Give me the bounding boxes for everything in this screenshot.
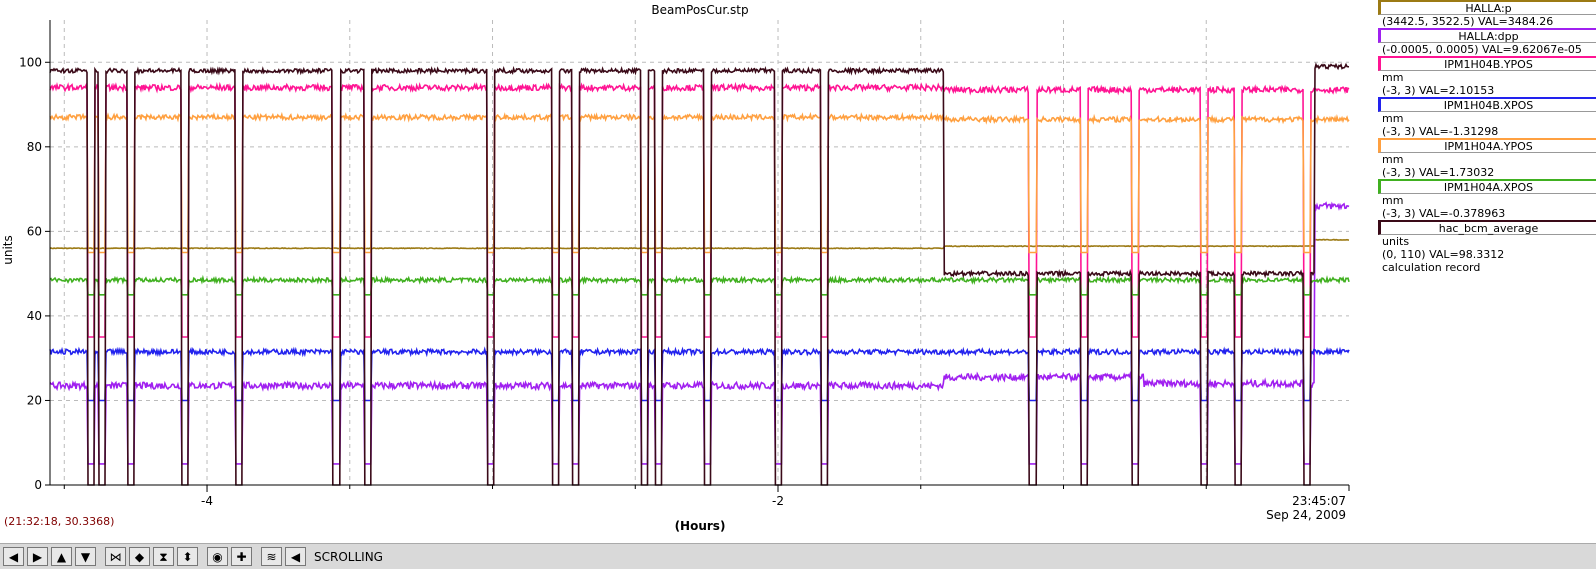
legend-detail: calculation record	[1382, 261, 1481, 274]
axes: 0 20 40 60 80 100 -4 -2	[19, 20, 1350, 508]
legend-detail: (-3, 3) VAL=1.73032	[1382, 166, 1495, 179]
legend-detail: (-0.0005, 0.0005) VAL=9.62067e-05	[1382, 43, 1582, 56]
legend-detail: mm	[1382, 153, 1404, 166]
legend-entry-ipm1h04b-xpos[interactable]: IPM1H04B.XPOS	[1378, 97, 1596, 112]
zoom-out-x-icon: ◆	[134, 549, 145, 564]
x-axis-label: (Hours)	[675, 519, 726, 533]
cursor-readout: (21:32:18, 30.3368)	[4, 515, 115, 528]
legend-entry-hac-bcm-average[interactable]: hac_bcm_average	[1378, 220, 1596, 235]
x-tick-label: -4	[201, 494, 213, 508]
back-button[interactable]: ◀	[285, 547, 306, 566]
legend-detail: units	[1382, 235, 1410, 248]
mode-label: SCROLLING	[314, 549, 383, 564]
legend: HALLA:p (3442.5, 3522.5) VAL=3484.26 HALLA…	[1378, 0, 1596, 274]
series-line-hac-bcm-average	[49, 62, 1350, 486]
arrow-down-icon: ▼	[80, 549, 91, 564]
circle-icon: ◉	[212, 549, 223, 564]
plus-icon: ✚	[236, 549, 247, 564]
zoom-out-y-button[interactable]: ⬍	[177, 547, 198, 566]
legend-entry-halla-p[interactable]: HALLA:p	[1378, 0, 1596, 15]
legend-detail: (3442.5, 3522.5) VAL=3484.26	[1382, 15, 1554, 28]
pan-right-button[interactable]: ▶	[27, 547, 48, 566]
zoom-in-y-icon: ⧗	[159, 549, 168, 564]
config-icon: ≋	[266, 549, 277, 564]
legend-detail: (0, 110) VAL=98.3312	[1382, 248, 1505, 261]
arrow-up-icon: ▲	[56, 549, 67, 564]
series-line-halla-p	[49, 238, 1350, 250]
pan-down-button[interactable]: ▼	[75, 547, 96, 566]
series-line-ipm1h04b-xpos	[49, 346, 1350, 402]
y-tick-label: 20	[27, 393, 42, 407]
legend-detail: mm	[1382, 112, 1404, 125]
legend-entry-ipm1h04b-ypos[interactable]: IPM1H04B.YPOS	[1378, 56, 1596, 71]
back-icon: ◀	[290, 549, 301, 564]
y-tick-label: 0	[34, 478, 42, 492]
zoom-in-x-icon: ⋈	[109, 549, 122, 564]
arrow-left-icon: ◀	[8, 549, 19, 564]
y-axis-label: units	[1, 235, 15, 265]
y-tick-label: 60	[27, 224, 42, 238]
strip-chart[interactable]: BeamPosCur.stp 0 20 40 60 80 100 -4 -2 units (H…	[0, 0, 1378, 540]
pan-left-button[interactable]: ◀	[3, 547, 24, 566]
series-line-halla-dpp	[49, 201, 1350, 465]
zoom-in-y-button[interactable]: ⧗	[153, 547, 174, 566]
arrow-right-icon: ▶	[32, 549, 43, 564]
end-time-label: 23:45:07	[1292, 494, 1346, 508]
series-line-ipm1h04a-ypos	[49, 111, 1350, 254]
add-button[interactable]: ✚	[231, 547, 252, 566]
legend-detail: (-3, 3) VAL=-0.378963	[1382, 207, 1506, 220]
series-group	[49, 62, 1350, 486]
legend-detail: mm	[1382, 71, 1404, 84]
series-line-ipm1h04a-xpos	[49, 274, 1350, 296]
legend-detail: (-3, 3) VAL=2.10153	[1382, 84, 1495, 97]
reset-button[interactable]: ◉	[207, 547, 228, 566]
legend-entry-halla-dpp[interactable]: HALLA:dpp	[1378, 28, 1596, 43]
legend-entry-ipm1h04a-ypos[interactable]: IPM1H04A.YPOS	[1378, 138, 1596, 153]
config-button[interactable]: ≋	[261, 547, 282, 566]
y-tick-label: 40	[27, 309, 42, 323]
zoom-out-x-button[interactable]: ◆	[129, 547, 150, 566]
y-tick-label: 80	[27, 140, 42, 154]
x-tick-label: -2	[772, 494, 784, 508]
legend-entry-ipm1h04a-xpos[interactable]: IPM1H04A.XPOS	[1378, 179, 1596, 194]
series-line-ipm1h04b-ypos	[49, 81, 1350, 338]
pan-up-button[interactable]: ▲	[51, 547, 72, 566]
legend-detail: mm	[1382, 194, 1404, 207]
end-date-label: Sep 24, 2009	[1266, 508, 1346, 522]
zoom-out-y-icon: ⬍	[182, 549, 193, 564]
toolbar: ◀ ▶ ▲ ▼ ⋈ ◆ ⧗ ⬍ ◉ ✚ ≋ ◀ SCROLLING	[0, 543, 1596, 569]
chart-title: BeamPosCur.stp	[651, 3, 748, 17]
y-tick-label: 100	[19, 55, 42, 69]
legend-detail: (-3, 3) VAL=-1.31298	[1382, 125, 1499, 138]
zoom-in-x-button[interactable]: ⋈	[105, 547, 126, 566]
